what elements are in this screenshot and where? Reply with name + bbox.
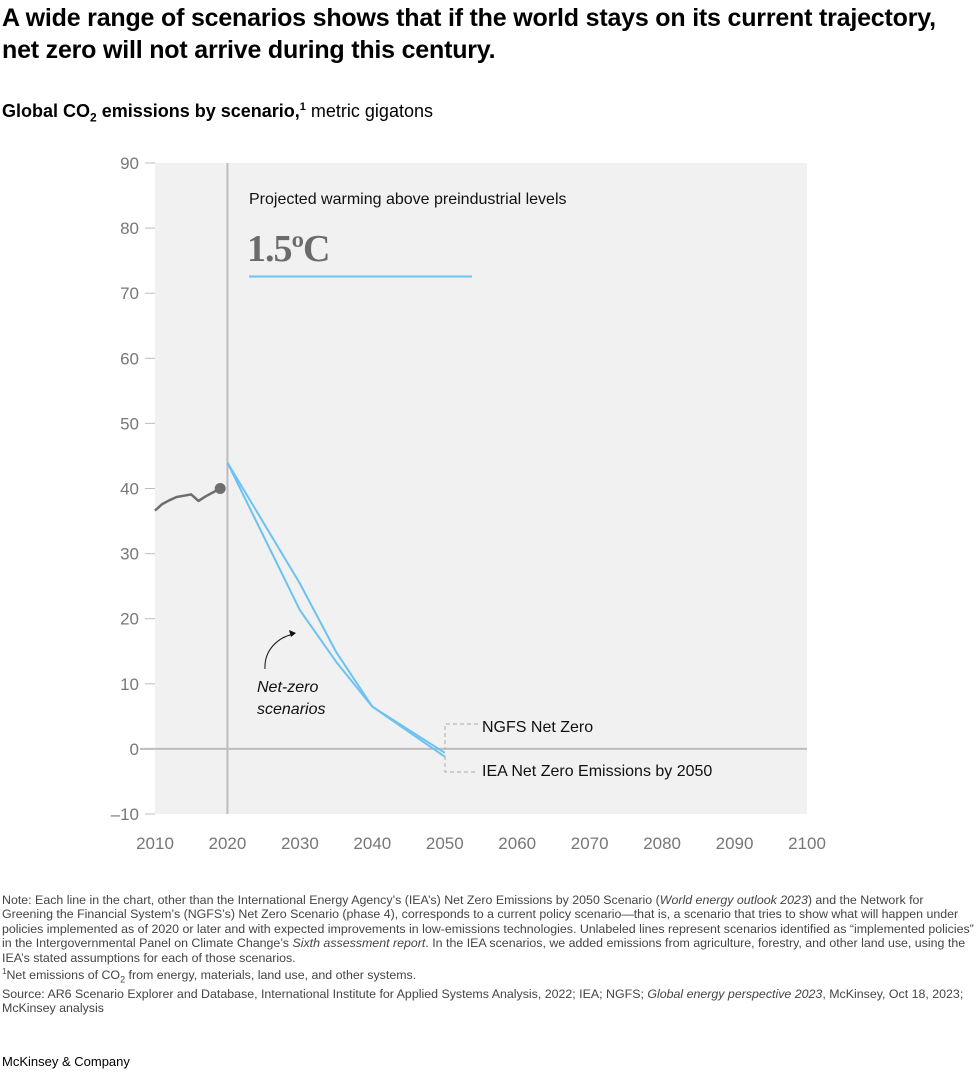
chart-subtitle: Global CO2 emissions by scenario,1 metri… (2, 101, 433, 125)
net-zero-label-line1: Net-zero (257, 679, 318, 696)
subtitle-rest: emissions by scenario, (96, 101, 300, 121)
x-tick-label: 2050 (426, 834, 464, 853)
note-text: . In the IEA scenarios, we added emissio… (2, 936, 966, 965)
footnote-marker: 1 (2, 967, 7, 977)
y-axis: 90 80 70 60 50 40 30 20 10 0 –10 (111, 154, 155, 824)
y-tick-label: 0 (130, 740, 139, 759)
y-tick-label: 30 (120, 545, 139, 564)
subtitle-unit: metric gigatons (305, 101, 433, 121)
x-tick-label: 2060 (498, 834, 536, 853)
footnote-text: Net emissions of CO (6, 968, 121, 983)
net-zero-scenario-line (226, 461, 446, 754)
ngfs-leader-line (444, 723, 478, 749)
x-tick-label: 2100 (788, 834, 826, 853)
x-tick-label: 2040 (353, 834, 391, 853)
y-tick-label: 50 (120, 414, 139, 433)
note-paragraph: Note: Each line in the chart, other than… (2, 893, 977, 965)
net-zero-label-line2: scenarios (257, 701, 325, 718)
source: Source: AR6 Scenario Explorer and Databa… (2, 987, 977, 1016)
arrowhead-icon (289, 630, 296, 637)
subtitle-sub: 2 (90, 110, 97, 125)
subtitle-main: Global CO (2, 101, 91, 121)
source-text: , McKinsey, Oct 18, 2023; McKinsey analy… (2, 987, 964, 1016)
historical-emissions-line (154, 487, 221, 512)
chart-headline: A wide range of scenarios shows that if … (2, 4, 936, 64)
x-tick-label: 2020 (209, 834, 247, 853)
x-tick-label: 2030 (281, 834, 319, 853)
note-text: Note: Each line in the chart, other than… (2, 893, 660, 907)
plot-background (155, 163, 807, 814)
brand-logo-text: McKinsey & Company (2, 1054, 130, 1069)
y-tick-label: 20 (120, 610, 139, 629)
series-group (154, 461, 446, 758)
series-label-iea: IEA Net Zero Emissions by 2050 (482, 763, 712, 780)
source-text: Source: AR6 Scenario Explorer and Databa… (2, 987, 648, 1002)
x-tick-label: 2080 (643, 834, 681, 853)
series-label-ngfs: NGFS Net Zero (482, 719, 593, 736)
y-tick-label: 60 (120, 349, 139, 368)
note-text: ) and the Network for Greening the Finan… (2, 893, 974, 951)
warming-label: Projected warming above preindustrial le… (249, 191, 567, 208)
note-italic: World energy outlook 2023 (659, 893, 808, 907)
source-italic: Global energy perspective 2023 (647, 987, 823, 1002)
y-tick-label: –10 (111, 805, 139, 824)
iea-leader-line (444, 756, 478, 773)
x-axis: 2010 2020 2030 2040 2050 2060 2070 2080 2090 2100 (136, 834, 826, 853)
footnote-sub: 2 (120, 974, 126, 985)
x-tick-label: 2010 (136, 834, 174, 853)
y-tick-label: 10 (120, 675, 139, 694)
subtitle-sup: 1 (299, 101, 306, 113)
y-tick-label: 90 (120, 154, 139, 173)
y-tick-label: 40 (120, 480, 139, 499)
footnote: 1Net emissions of CO2 from energy, mater… (2, 965, 977, 987)
x-tick-label: 2070 (571, 834, 609, 853)
notes-section: Note: Each line in the chart, other than… (2, 893, 977, 1016)
y-tick-label: 80 (120, 219, 139, 238)
warming-value: 1.5ºC (247, 228, 330, 270)
footnote-text: from energy, materials, land use, and ot… (125, 968, 417, 983)
note-italic: Sixth assessment report (292, 936, 426, 951)
y-tick-label: 70 (120, 284, 139, 303)
annotation-arrow (264, 633, 295, 670)
x-tick-label: 2090 (716, 834, 754, 853)
latest-data-point (214, 483, 226, 494)
net-zero-scenario-line (226, 462, 446, 758)
